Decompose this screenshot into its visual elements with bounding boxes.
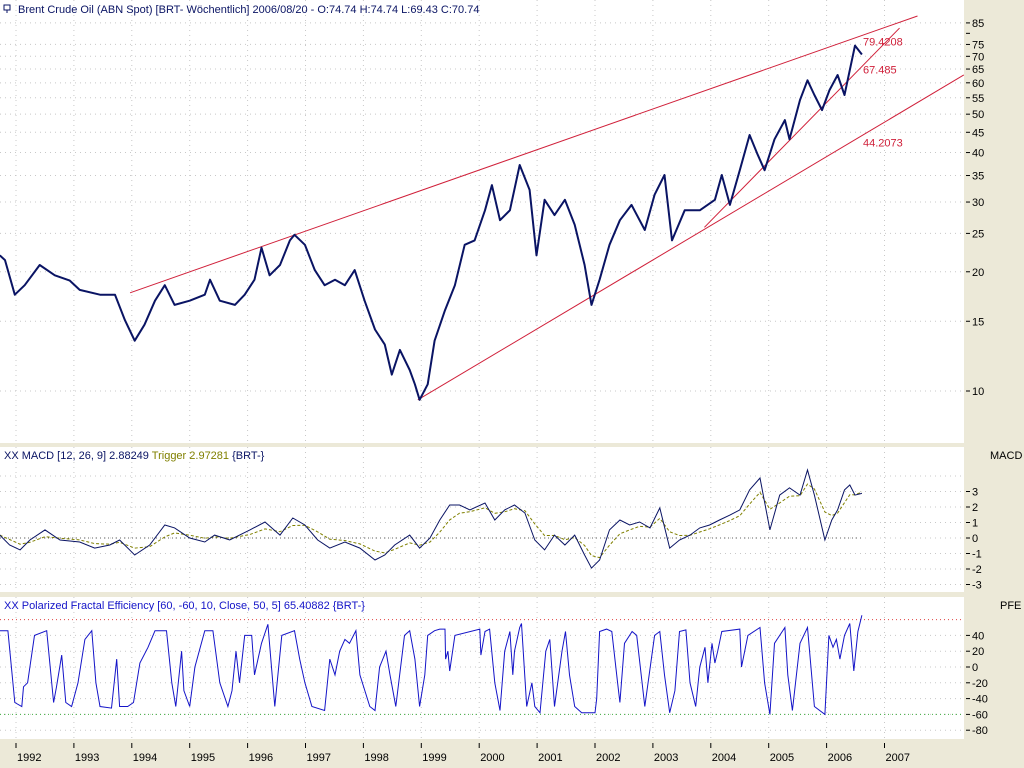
y-tick-label: -60 [972,709,988,721]
x-tick-label: 2002 [596,752,620,764]
y-tick-label: 3 [972,487,978,499]
pfe-axis-title: PFE [1000,600,1021,612]
x-tick-label: 2006 [828,752,852,764]
y-tick-label: 25 [972,228,984,240]
trendline-label: 67.485 [863,65,897,77]
y-tick-label: 15 [972,316,984,328]
y-tick-label: 10 [972,386,984,398]
y-tick-label: 20 [972,267,984,279]
y-tick-label: -20 [972,678,988,690]
x-tick-label: 2003 [654,752,678,764]
y-tick-label: -1 [972,549,982,561]
y-tick-label: 55 [972,93,984,105]
y-tick-label: 65 [972,64,984,76]
pfe-title: XX Polarized Fractal Efficiency [60, -60… [4,600,365,612]
x-tick-label: 2005 [770,752,794,764]
trendline-long-support [417,74,965,401]
y-tick-label: 70 [972,51,984,63]
x-tick-label: 1993 [75,752,99,764]
y-tick-label: 75 [972,39,984,51]
y-tick-label: 2 [972,502,978,514]
trendline-upper-resistance [129,15,918,294]
macd-panel [0,447,964,592]
x-tick-label: 1997 [307,752,331,764]
y-tick-label: 40 [972,148,984,160]
macd-label: XX MACD [12, 26, 9] 2.88249 [4,450,149,462]
y-tick-label: -40 [972,694,988,706]
macd-title: XX MACD [12, 26, 9] 2.88249 Trigger 2.97… [4,450,265,462]
x-tick-label: 1998 [364,752,388,764]
x-tick-label: 1994 [133,752,157,764]
x-tick-label: 1999 [422,752,446,764]
y-tick-label: 45 [972,127,984,139]
macd-symbol: {BRT-} [232,450,265,462]
series-layer [0,44,863,716]
chart-title: Brent Crude Oil (ABN Spot) [BRT- Wöchent… [18,4,479,16]
y-tick-label: 0 [972,533,978,545]
y-tick-label: -3 [972,580,982,592]
y-tick-label: -80 [972,725,988,737]
y-tick-label: 60 [972,78,984,90]
macd-trigger-line [0,483,863,559]
x-tick-label: 1996 [249,752,273,764]
pfe-line [0,615,863,716]
x-tick-label: 2004 [712,752,736,764]
macd-line [0,468,863,569]
y-tick-label: 40 [972,630,984,642]
reference-lines [0,537,964,715]
y-tick-label: -2 [972,564,982,576]
macd-axis-title: MACD [990,450,1022,462]
x-tick-label: 1992 [17,752,41,764]
x-tick-label: 2007 [886,752,910,764]
y-tick-label: 20 [972,646,984,658]
y-tick-label: 0 [972,662,978,674]
trendlines: 79.4208 67.485 44.2073 [129,15,965,401]
x-tick-label: 2000 [480,752,504,764]
pfe-panel [0,597,964,739]
y-tick-label: 85 [972,18,984,30]
trendline-label: 79.4208 [863,37,903,49]
y-tick-label: 30 [972,197,984,209]
macd-trigger-label: Trigger 2.97281 [152,450,229,462]
trendline-label: 44.2073 [863,137,903,149]
trendline-steep-support [704,27,900,228]
y-tick-label: 35 [972,171,984,183]
price-line [0,44,863,401]
x-tick-label: 2001 [538,752,562,764]
y-tick-label: 1 [972,518,978,530]
y-tick-label: 50 [972,109,984,121]
x-tick-label: 1995 [191,752,215,764]
axes-layer: 1992 1993 1994 1995 1996 1997 1998 1999 2000 2001… [15,18,988,764]
